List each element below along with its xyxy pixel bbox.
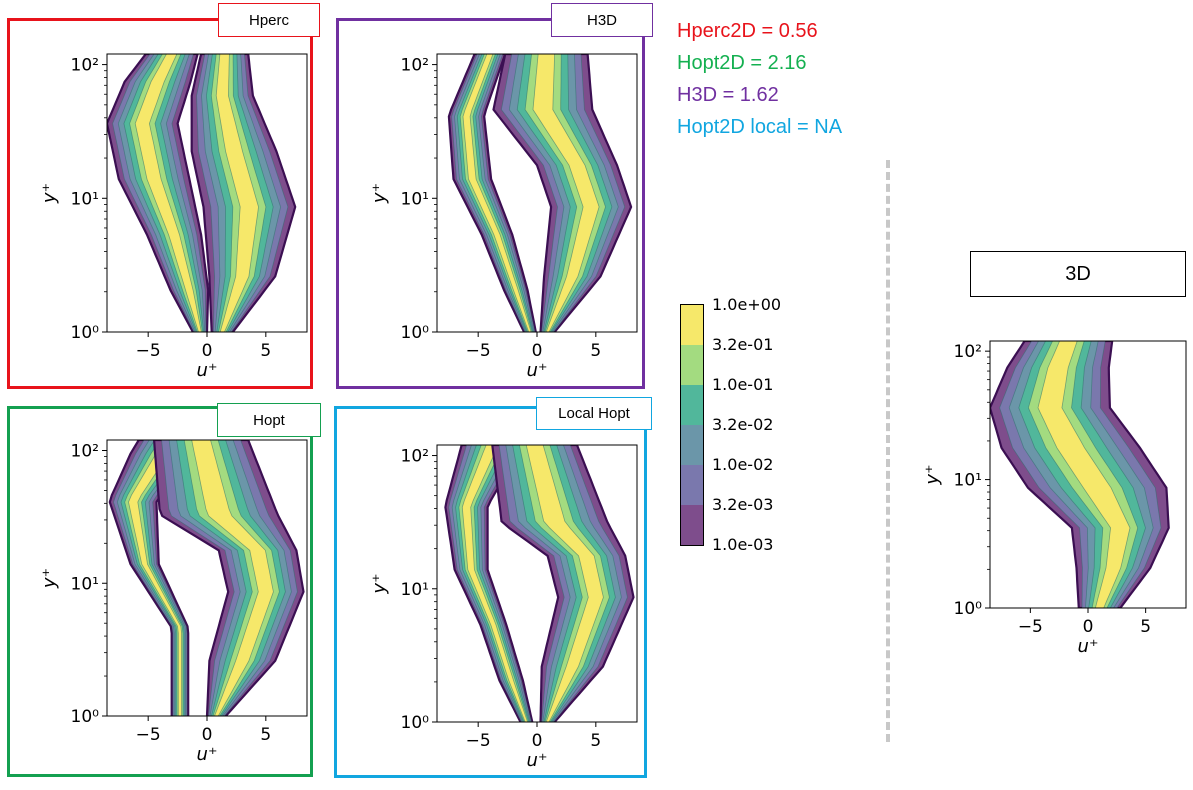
- h3d-xtick-2: 5: [590, 341, 601, 361]
- metric-hperc2d: Hperc2D = 0.56: [677, 20, 818, 42]
- hperc-frame: [7, 18, 313, 389]
- hopt-frame: [7, 406, 313, 777]
- local_hopt-ylabel: y⁺: [369, 573, 390, 594]
- h3d-tag: H3D: [551, 3, 653, 37]
- hopt-contours: [108, 440, 305, 716]
- hopt-tag: Hopt: [217, 403, 321, 437]
- local_hopt-contours: [444, 445, 635, 722]
- h3d-ylabel: y⁺: [369, 183, 390, 204]
- hperc-chart: −5 0 5 10⁰ 10¹ 10² u⁺ y⁺: [39, 53, 308, 381]
- metric-hopt2d: Hopt2D = 2.16: [677, 52, 807, 74]
- h3d-contour-lobe1-level5: [532, 54, 600, 332]
- hperc-contours: [107, 54, 297, 332]
- local_hopt-xtick-0: −5: [466, 731, 491, 751]
- local_hopt-xtick-2: 5: [590, 731, 601, 751]
- h3d-contour-lobe0-level3: [456, 54, 534, 332]
- metric-h3d: H3D = 1.62: [677, 84, 779, 106]
- hperc-xtick-0: −5: [136, 341, 161, 361]
- three_d-xtick-2: 5: [1140, 617, 1151, 637]
- hopt-xlabel: u⁺: [197, 744, 218, 765]
- three_d-ytick-1: 10¹: [954, 471, 982, 491]
- three_d-xtick-0: −5: [1018, 617, 1043, 637]
- local_hopt-contour-lobe0-level5: [461, 445, 529, 722]
- h3d-xlabel: u⁺: [527, 360, 548, 381]
- colorbar-tick-6: 1.0e-03: [712, 535, 774, 554]
- hperc-ytick-2: 10²: [71, 56, 99, 76]
- h3d-frame: [336, 18, 645, 389]
- local_hopt-ytick-2: 10²: [401, 447, 429, 467]
- hperc-contour-lobe0-level5: [134, 54, 202, 332]
- colorbar: [680, 304, 704, 546]
- metric-hopt2d-local: Hopt2D local = NA: [677, 116, 843, 138]
- hopt-chart: −5 0 5 10⁰ 10¹ 10² u⁺ y⁺: [39, 439, 308, 765]
- colorbar-tick-1: 3.2e-01: [712, 335, 774, 354]
- three_d-ytick-0: 10⁰: [954, 599, 983, 619]
- hopt-contour-lobe1-level5: [191, 440, 274, 716]
- local_hopt-contour-lobe1-level5: [525, 445, 604, 722]
- colorbar-level-3: [681, 425, 703, 465]
- local-hopt-tag: Local Hopt: [536, 397, 652, 430]
- colorbar-tick-2: 1.0e-01: [712, 375, 774, 394]
- dashed-separator: [886, 160, 890, 742]
- colorbar-level-6: [681, 305, 703, 345]
- hperc-xtick-1: 0: [202, 341, 213, 361]
- hperc-ytick-0: 10⁰: [71, 323, 100, 343]
- colorbar-tick-0: 1.0e+00: [712, 295, 782, 314]
- hopt-contour-lobe0-level5: [128, 440, 182, 716]
- hopt-xtick-1: 0: [202, 725, 213, 745]
- local_hopt-contour-lobe0-level4: [458, 445, 529, 722]
- hperc-ytick-1: 10¹: [71, 189, 99, 209]
- hperc-ylabel: y⁺: [39, 183, 60, 204]
- three_d-xtick-1: 0: [1083, 617, 1094, 637]
- h3d-contours: [447, 54, 633, 332]
- h3d-ytick-2: 10²: [401, 56, 429, 76]
- hopt-xtick-0: −5: [136, 725, 161, 745]
- local_hopt-ytick-1: 10¹: [401, 580, 429, 600]
- colorbar-tick-4: 1.0e-02: [712, 455, 774, 474]
- hopt-xtick-2: 5: [260, 725, 271, 745]
- local_hopt-xtick-1: 0: [532, 731, 543, 751]
- colorbar-level-4: [681, 385, 703, 425]
- local_hopt-ytick-0: 10⁰: [401, 713, 430, 733]
- three_d-ylabel: y⁺: [922, 464, 943, 485]
- colorbar-tick-5: 3.2e-03: [712, 495, 774, 514]
- colorbar-level-2: [681, 465, 703, 505]
- hperc-xtick-2: 5: [260, 341, 271, 361]
- hopt-ylabel: y⁺: [39, 568, 60, 589]
- colorbar-level-5: [681, 345, 703, 385]
- three-d-tag: 3D: [970, 251, 1186, 297]
- three_d-contour-lobe0-level5: [1037, 341, 1131, 608]
- h3d-xtick-1: 0: [532, 341, 543, 361]
- three_d-xlabel: u⁺: [1078, 636, 1099, 657]
- colorbar-tick-3: 3.2e-02: [712, 415, 774, 434]
- h3d-chart: −5 0 5 10⁰ 10¹ 10² u⁺ y⁺: [369, 53, 638, 381]
- h3d-ytick-1: 10¹: [401, 189, 429, 209]
- hopt-ytick-1: 10¹: [71, 574, 99, 594]
- local_hopt-xlabel: u⁺: [527, 750, 548, 771]
- colorbar-level-1: [681, 505, 703, 545]
- three_d-chart: −5 0 5 10⁰ 10¹ 10² u⁺ y⁺: [922, 340, 1187, 657]
- local-hopt-frame: [334, 406, 647, 778]
- hperc-tag: Hperc: [218, 3, 320, 37]
- local_hopt-chart: −5 0 5 10⁰ 10¹ 10² u⁺ y⁺: [369, 444, 638, 771]
- hopt-ytick-0: 10⁰: [71, 707, 100, 727]
- h3d-ytick-0: 10⁰: [401, 323, 430, 343]
- three_d-contours: [990, 341, 1170, 608]
- h3d-xtick-0: −5: [466, 341, 491, 361]
- hperc-xlabel: u⁺: [197, 360, 218, 381]
- h3d-contour-lobe0-level5: [462, 54, 532, 332]
- hopt-ytick-2: 10²: [71, 442, 99, 462]
- three_d-ytick-2: 10²: [954, 342, 982, 362]
- hperc-contour-lobe1-level5: [215, 54, 259, 332]
